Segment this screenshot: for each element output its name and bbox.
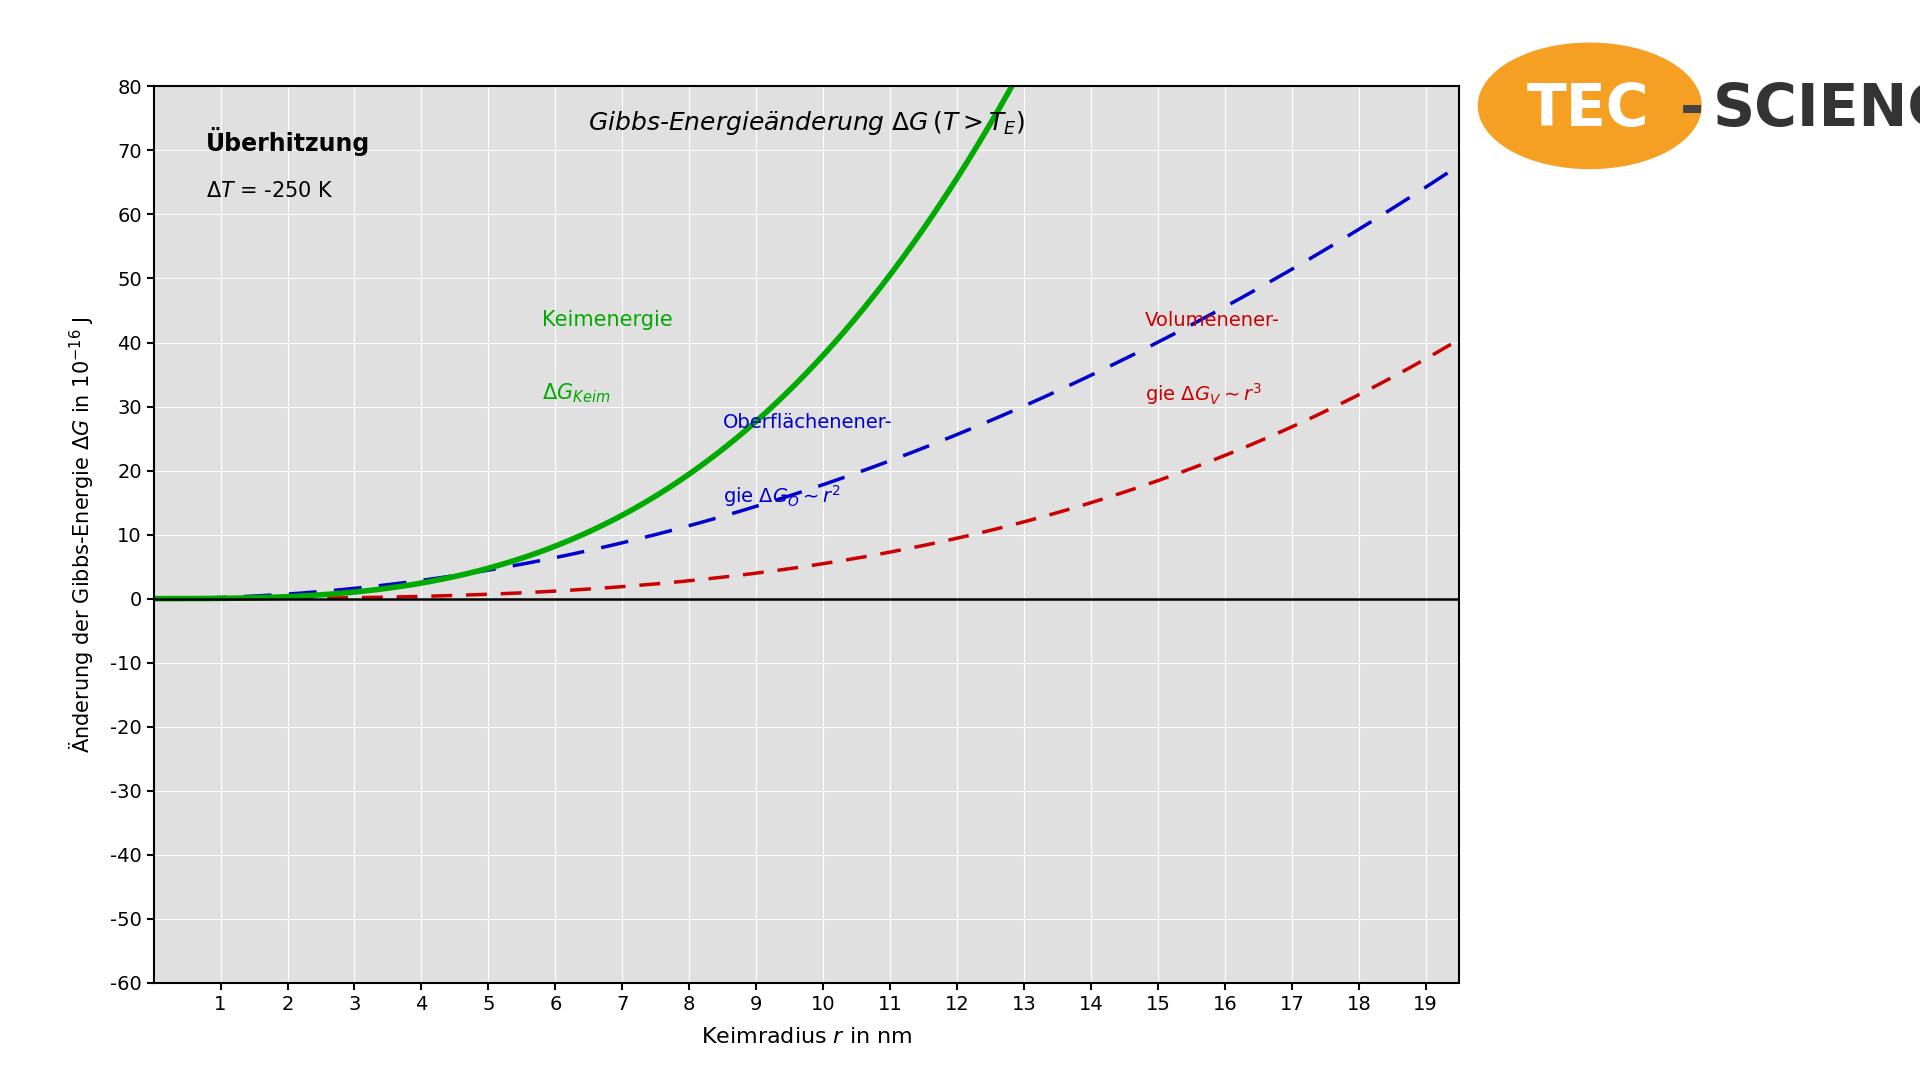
Text: Gibbs-Energieänderung $\Delta G\,(T > T_E)$: Gibbs-Energieänderung $\Delta G\,(T > T_…: [588, 109, 1025, 137]
Text: SCIENCE: SCIENCE: [1713, 81, 1920, 138]
Text: Überhitzung: Überhitzung: [205, 126, 371, 156]
Text: Keimenergie: Keimenergie: [541, 310, 672, 329]
Text: Volumenener-: Volumenener-: [1144, 311, 1279, 329]
Text: -: -: [1680, 81, 1705, 138]
Text: $\Delta T$ = -250 K: $\Delta T$ = -250 K: [205, 180, 334, 201]
Text: gie $\Delta G_O\sim r^2$: gie $\Delta G_O\sim r^2$: [722, 484, 841, 510]
Y-axis label: Änderung der Gibbs-Energie $\Delta G$ in $10^{-16}$ J: Änderung der Gibbs-Energie $\Delta G$ in…: [67, 316, 96, 753]
Text: TEC: TEC: [1526, 81, 1649, 138]
Text: gie $\Delta G_V\sim r^3$: gie $\Delta G_V\sim r^3$: [1144, 381, 1261, 407]
Text: Oberflächenener-: Oberflächenener-: [722, 414, 893, 432]
X-axis label: Keimradius $r$ in nm: Keimradius $r$ in nm: [701, 1027, 912, 1048]
Text: $\Delta G_{Keim}$: $\Delta G_{Keim}$: [541, 381, 611, 405]
